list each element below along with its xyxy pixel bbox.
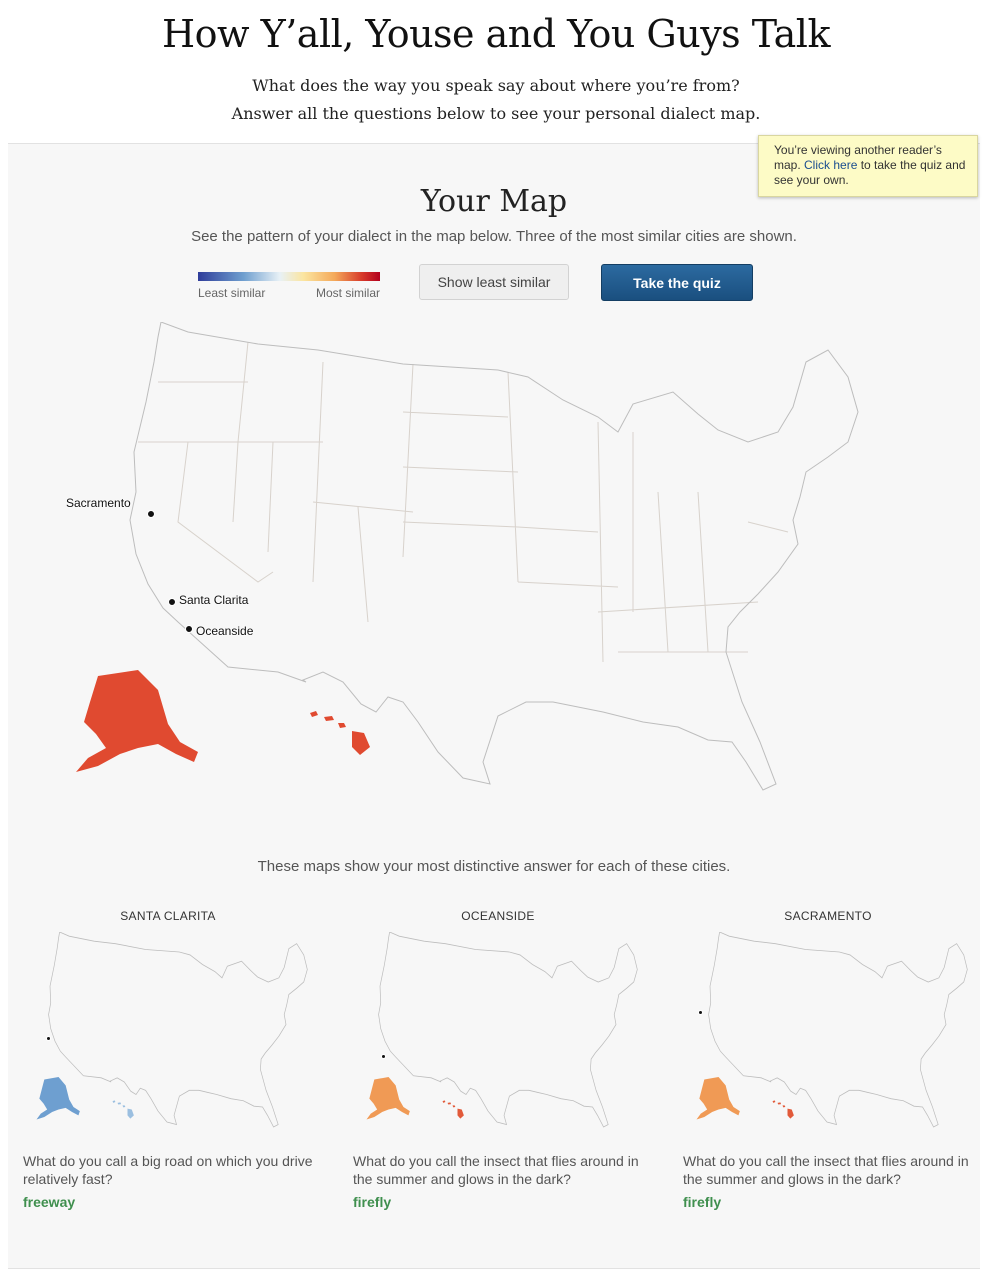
intro-line-1: What does the way you speak say about wh…: [252, 76, 740, 95]
city-marker-santa-clarita[interactable]: [168, 598, 176, 606]
us-map-svg: [58, 322, 874, 802]
city-answer-map[interactable]: [683, 932, 973, 1132]
city-card-title: SANTA CLARITA: [120, 909, 216, 923]
city-answer: firefly: [683, 1194, 722, 1210]
similarity-legend: Least similar Most similar: [198, 272, 380, 300]
page-header: How Y’all, Youse and You Guys Talk What …: [0, 0, 992, 143]
mainland-heatmap: [130, 322, 858, 790]
state-borders: [138, 341, 789, 663]
small-map-svg: [353, 932, 643, 1132]
city-question: What do you call the insect that flies a…: [683, 1153, 969, 1187]
intro-line-2: Answer all the questions below to see yo…: [231, 104, 761, 123]
legend-most-label: Most similar: [315, 286, 380, 300]
page-title: How Y’all, Youse and You Guys Talk: [162, 12, 830, 56]
city-answer: freeway: [23, 1194, 76, 1210]
legend-color-scale: [198, 272, 380, 281]
results-panel: You’re viewing another reader’s map. Cli…: [8, 135, 980, 1269]
take-quiz-link[interactable]: Click here: [804, 158, 858, 172]
notice-text-end: to take the quiz and see your own.: [774, 158, 966, 187]
distinctive-subtitle: These maps show your most distinctive an…: [257, 858, 731, 875]
city-marker-sacramento[interactable]: [147, 510, 155, 518]
small-map-svg: [683, 932, 973, 1132]
city-card-sacramento: SACRAMENTO What do you call the insect t…: [683, 909, 973, 1210]
viewing-notice: You’re viewing another reader’s map. Cli…: [758, 135, 978, 197]
show-least-similar-button[interactable]: Show least similar: [419, 264, 569, 300]
city-card-title: OCEANSIDE: [461, 909, 535, 923]
page-intro: What does the way you speak say about wh…: [0, 72, 992, 128]
city-marker: [381, 1054, 386, 1059]
small-map-svg: [23, 932, 313, 1132]
city-card-santa-clarita: SANTA CLARITA What do you call a big roa…: [23, 909, 313, 1210]
city-question: What do you call a big road on which you…: [23, 1153, 313, 1187]
city-label-sacramento: Sacramento: [66, 496, 131, 510]
city-card-oceanside: OCEANSIDE What do you call the insect th…: [353, 909, 643, 1210]
city-label-oceanside: Oceanside: [196, 624, 254, 638]
notice-text: You’re viewing another reader’s map.: [774, 143, 942, 172]
city-answer: firefly: [353, 1194, 392, 1210]
legend-least-label: Least similar: [198, 286, 266, 300]
hawaii-region: [310, 711, 370, 755]
city-answer-map[interactable]: [353, 932, 643, 1132]
city-answer-map[interactable]: [23, 932, 313, 1132]
city-marker: [698, 1010, 703, 1015]
city-card-title: SACRAMENTO: [784, 909, 872, 923]
your-map-title: Your Map: [420, 184, 568, 219]
alaska-region: [76, 670, 198, 772]
city-marker-oceanside[interactable]: [185, 625, 193, 633]
city-marker: [46, 1036, 51, 1041]
dialect-map[interactable]: Sacramento Santa Clarita Oceanside: [58, 322, 874, 802]
city-label-santa-clarita: Santa Clarita: [179, 593, 249, 607]
take-the-quiz-button[interactable]: Take the quiz: [601, 264, 753, 301]
city-question: What do you call the insect that flies a…: [353, 1153, 639, 1187]
your-map-subtitle: See the pattern of your dialect in the m…: [191, 228, 797, 245]
